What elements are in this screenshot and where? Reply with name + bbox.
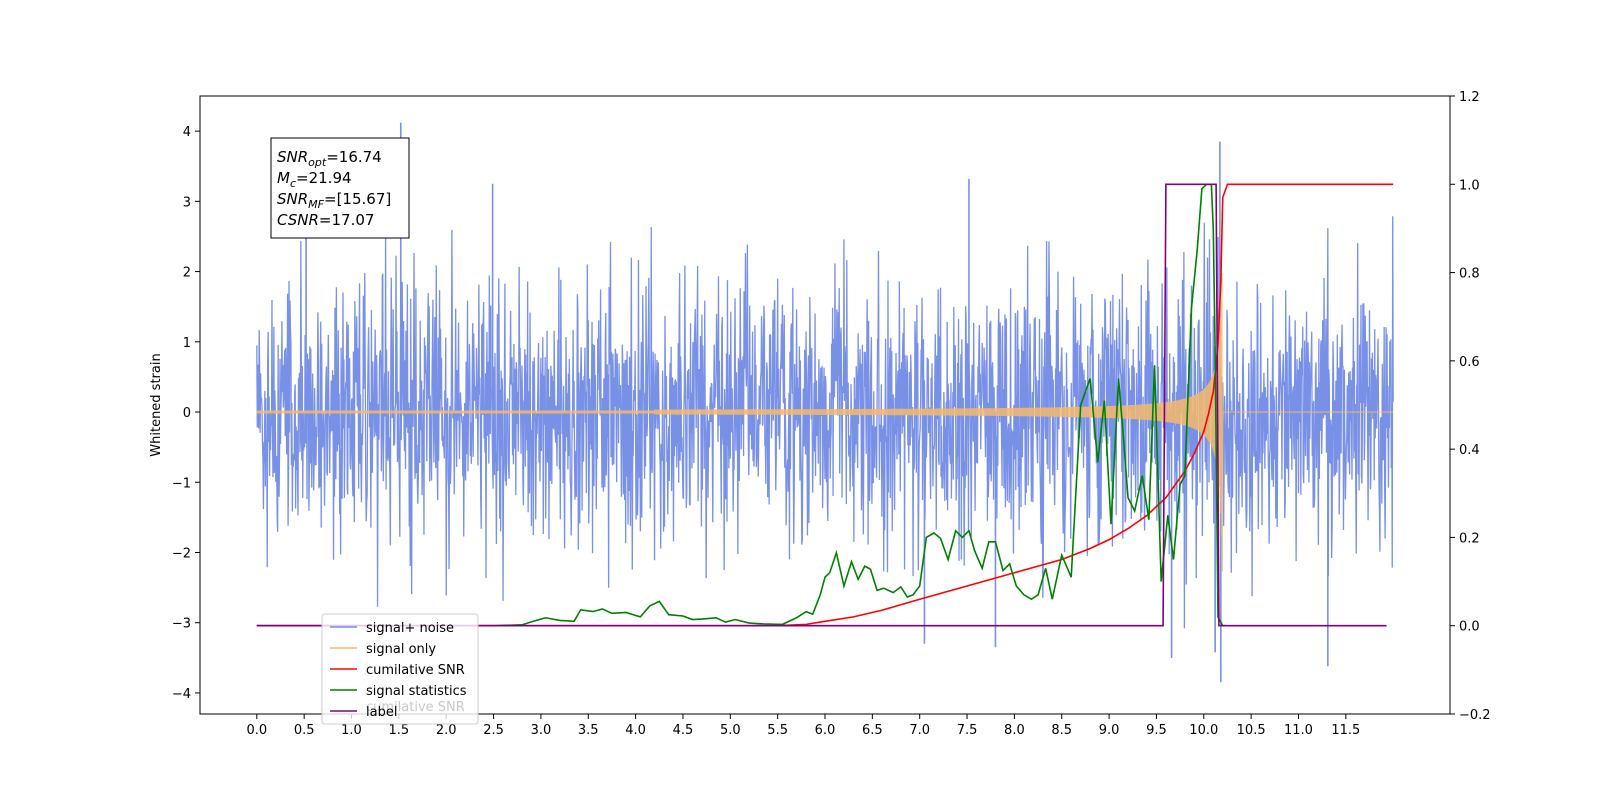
y-tick-label: −4 [172, 687, 191, 702]
y2-tick-label: −0.2 [1459, 708, 1491, 723]
x-tick-label: 7.0 [909, 723, 930, 738]
x-tick-label: 11.0 [1284, 723, 1313, 738]
x-tick-label: 2.0 [436, 723, 457, 738]
annotation-frame [270, 137, 410, 239]
annotation-line: SNRMF=[15.67] [277, 190, 391, 211]
series-label [256, 183, 1387, 627]
x-tick-label: 4.5 [673, 723, 694, 738]
y-tick-label: 3 [183, 195, 191, 210]
x-tick-label: 10.5 [1237, 723, 1266, 738]
legend-entry: cumilative SNR [366, 663, 465, 678]
x-tick-label: 10.0 [1189, 723, 1218, 738]
x-tick-label: 6.5 [862, 723, 883, 738]
y2-tick-label: 1.0 [1459, 178, 1480, 193]
legend-frame [321, 613, 479, 725]
x-tick-label: 6.0 [815, 723, 836, 738]
x-tick-label: 4.0 [625, 723, 646, 738]
annotation-box: SNRopt=16.74Mc=21.94SNRMF=[15.67]CSNR=17… [270, 137, 410, 239]
legend-entry: label [366, 705, 397, 720]
y2-tick-label: 0.6 [1459, 355, 1480, 370]
x-tick-label: 3.5 [578, 723, 599, 738]
x-tick-label: 3.0 [531, 723, 552, 738]
legend-entry: signal+ noise [366, 621, 454, 636]
x-tick-label: 1.5 [389, 723, 410, 738]
x-tick-label: 5.5 [767, 723, 788, 738]
x-tick-label: 7.5 [957, 723, 978, 738]
y-tick-label: 0 [183, 406, 191, 421]
x-tick-label: 2.5 [483, 723, 504, 738]
y-tick-label: −3 [172, 617, 191, 632]
legend-ghost-text: cumilative SNR [366, 700, 465, 715]
y-tick-label: −2 [172, 546, 191, 561]
x-tick-label: 9.0 [1099, 723, 1120, 738]
series-signal-only [256, 273, 1394, 572]
y2-tick-label: 0.2 [1459, 531, 1480, 546]
y-tick-label: 1 [183, 336, 191, 351]
y-axis-left: −4 −3 −2 −1 0 1 2 3 4 [172, 125, 200, 702]
series-signal-plus-noise [256, 216, 1394, 629]
x-tick-label: 9.5 [1146, 723, 1167, 738]
x-tick-label: 0.5 [294, 723, 315, 738]
x-tick-label: 0.0 [246, 723, 267, 738]
y2-tick-label: 0.8 [1459, 267, 1480, 282]
y2-tick-label: 0.0 [1459, 620, 1480, 635]
y-axis-right: −0.2 0.0 0.2 0.4 0.6 0.8 1.0 1.2 [1450, 90, 1491, 723]
x-tick-label: 5.0 [720, 723, 741, 738]
y2-tick-label: 1.2 [1459, 90, 1480, 105]
series-signal-statistics [256, 183, 1227, 627]
y2-tick-label: 0.4 [1459, 443, 1480, 458]
legend-entry: signal statistics [366, 684, 467, 699]
y-tick-label: 4 [183, 125, 191, 140]
legend-entry: signal only [366, 642, 436, 657]
y-axis-label: Whitened strain [149, 353, 164, 456]
series-cumilative-snr [256, 183, 1394, 627]
x-tick-label: 8.0 [1004, 723, 1025, 738]
x-tick-label: 11.5 [1331, 723, 1360, 738]
annotation-line: SNRopt=16.74 [277, 148, 382, 169]
y-tick-label: 2 [183, 266, 191, 281]
x-tick-label: 8.5 [1051, 723, 1072, 738]
x-tick-label: 1.0 [341, 723, 362, 738]
annotation-line: CSNR=17.07 [277, 211, 374, 229]
series-layer [256, 122, 1394, 683]
y-tick-label: −1 [172, 476, 191, 491]
annotation-line: Mc=21.94 [277, 169, 352, 190]
